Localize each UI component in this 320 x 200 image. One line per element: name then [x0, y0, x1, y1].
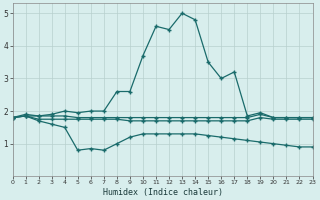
X-axis label: Humidex (Indice chaleur): Humidex (Indice chaleur): [102, 188, 222, 197]
